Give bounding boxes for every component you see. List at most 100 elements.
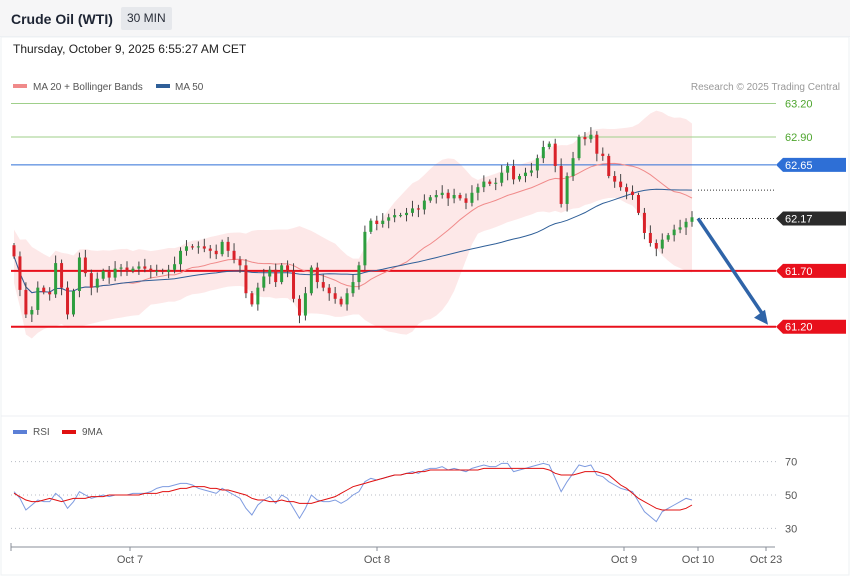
candle-8 [60, 259, 64, 296]
rsi-legend-label: RSI [33, 427, 50, 438]
candle-61 [375, 215, 379, 231]
candle-35 [220, 239, 224, 257]
candle-78 [476, 183, 480, 201]
x-tick-label-2: Oct 9 [611, 554, 637, 566]
ma20-legend-label: MA 20 + Bollinger Bands [33, 82, 143, 93]
timeframe-badge[interactable]: 30 MIN [121, 7, 172, 30]
candle-21 [137, 261, 141, 275]
candle-22 [143, 258, 147, 273]
candle-110 [666, 232, 670, 242]
candle-13 [89, 269, 93, 296]
x-tick-label-4: Oct 23 [750, 554, 782, 566]
candle-74 [452, 188, 456, 204]
candle-45 [280, 263, 284, 285]
candle-20 [131, 266, 135, 274]
candle-9 [66, 281, 70, 320]
candle-89 [541, 140, 545, 164]
candle-57 [351, 274, 355, 297]
candle-27 [173, 256, 177, 274]
ma20-legend-swatch [13, 84, 27, 88]
last-price-tag [776, 211, 846, 226]
candle-46 [286, 260, 290, 278]
candle-84 [512, 159, 516, 185]
candle-59 [363, 225, 367, 271]
candle-16 [107, 265, 111, 284]
candle-31 [196, 241, 200, 254]
candle-10 [71, 288, 75, 317]
candle-34 [214, 244, 218, 260]
forecast-arrow-head [754, 309, 768, 325]
candle-99 [601, 147, 605, 161]
candle-97 [589, 127, 593, 143]
candle-98 [595, 131, 599, 162]
candle-101 [613, 171, 617, 188]
candle-91 [553, 138, 557, 173]
level-label-62.65: 62.65 [785, 160, 813, 172]
candle-37 [232, 243, 236, 264]
candle-81 [494, 177, 498, 191]
candlesticks [12, 127, 694, 324]
candle-112 [678, 219, 682, 234]
rsi-ma-line [13, 467, 693, 511]
candle-83 [506, 162, 510, 181]
candle-111 [672, 224, 676, 242]
forecast-arrow-line [696, 217, 765, 316]
instrument-title: Crude Oil (WTI) [11, 11, 113, 27]
candle-49 [303, 286, 307, 321]
candle-24 [155, 264, 159, 276]
candle-72 [440, 185, 444, 199]
candle-88 [535, 154, 539, 179]
candle-2 [24, 282, 28, 319]
candle-113 [684, 218, 688, 235]
candle-73 [446, 189, 450, 206]
candle-75 [458, 192, 462, 201]
candle-6 [48, 287, 52, 301]
candle-86 [523, 167, 527, 183]
ma50-legend-label: MA 50 [175, 82, 204, 93]
candle-79 [482, 175, 486, 193]
candle-104 [631, 185, 635, 200]
candle-42 [262, 268, 266, 292]
candle-109 [660, 233, 664, 254]
candle-65 [399, 212, 403, 218]
candle-0 [12, 243, 16, 259]
candle-38 [238, 256, 242, 273]
candle-66 [405, 207, 409, 222]
price-labels: 63.20 62.90 62.65 61.70 61.20 62.17 [696, 98, 846, 334]
candle-19 [125, 261, 129, 276]
level-label-62.65-tag [776, 157, 846, 172]
candle-63 [387, 213, 391, 229]
candle-82 [500, 165, 504, 187]
candle-85 [518, 173, 522, 182]
candle-48 [297, 295, 301, 324]
candle-96 [583, 132, 587, 146]
candle-40 [250, 290, 254, 307]
candle-41 [256, 282, 260, 311]
candle-47 [292, 263, 296, 303]
ma50-legend-swatch [156, 84, 170, 88]
level-label-61.70: 61.70 [785, 266, 813, 278]
rsi-tick-50: 50 [785, 490, 797, 502]
candle-7 [54, 255, 58, 298]
candle-60 [369, 218, 373, 235]
candle-28 [179, 247, 183, 272]
candle-14 [95, 272, 99, 293]
candle-114 [690, 211, 694, 227]
candle-25 [161, 268, 165, 275]
candle-92 [559, 158, 563, 208]
candle-55 [339, 296, 343, 307]
x-tick-label-3: Oct 10 [682, 554, 714, 566]
level-label-62.90: 62.90 [785, 132, 813, 144]
candle-5 [42, 285, 46, 295]
candle-18 [119, 263, 123, 277]
candle-54 [333, 286, 337, 304]
candle-26 [167, 264, 171, 279]
x-tick-label-1: Oct 8 [364, 554, 390, 566]
candle-33 [208, 245, 212, 259]
candle-1 [18, 251, 22, 297]
candle-108 [654, 239, 658, 257]
bollinger-bands [14, 110, 692, 339]
candle-67 [410, 200, 414, 217]
candle-77 [470, 185, 474, 207]
